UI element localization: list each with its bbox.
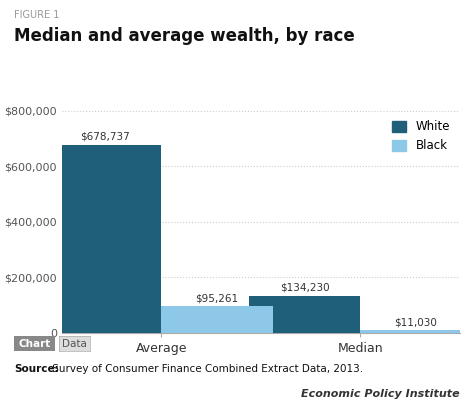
Bar: [249, 296, 360, 333]
Text: $678,737: $678,737: [81, 132, 130, 142]
Legend: White, Black: White, Black: [389, 117, 454, 156]
Bar: [360, 330, 472, 333]
Text: Survey of Consumer Finance Combined Extract Data, 2013.: Survey of Consumer Finance Combined Extr…: [49, 364, 363, 374]
Text: Chart: Chart: [18, 339, 51, 349]
Text: $95,261: $95,261: [195, 294, 238, 304]
Text: FIGURE 1: FIGURE 1: [14, 10, 60, 20]
Text: $11,030: $11,030: [394, 317, 438, 327]
Text: Source:: Source:: [14, 364, 59, 374]
Bar: [50, 145, 161, 333]
Text: $134,230: $134,230: [280, 283, 329, 293]
Bar: [161, 307, 273, 333]
Text: Data: Data: [62, 339, 87, 349]
Text: Economic Policy Institute: Economic Policy Institute: [301, 389, 460, 399]
Text: Median and average wealth, by race: Median and average wealth, by race: [14, 27, 355, 45]
